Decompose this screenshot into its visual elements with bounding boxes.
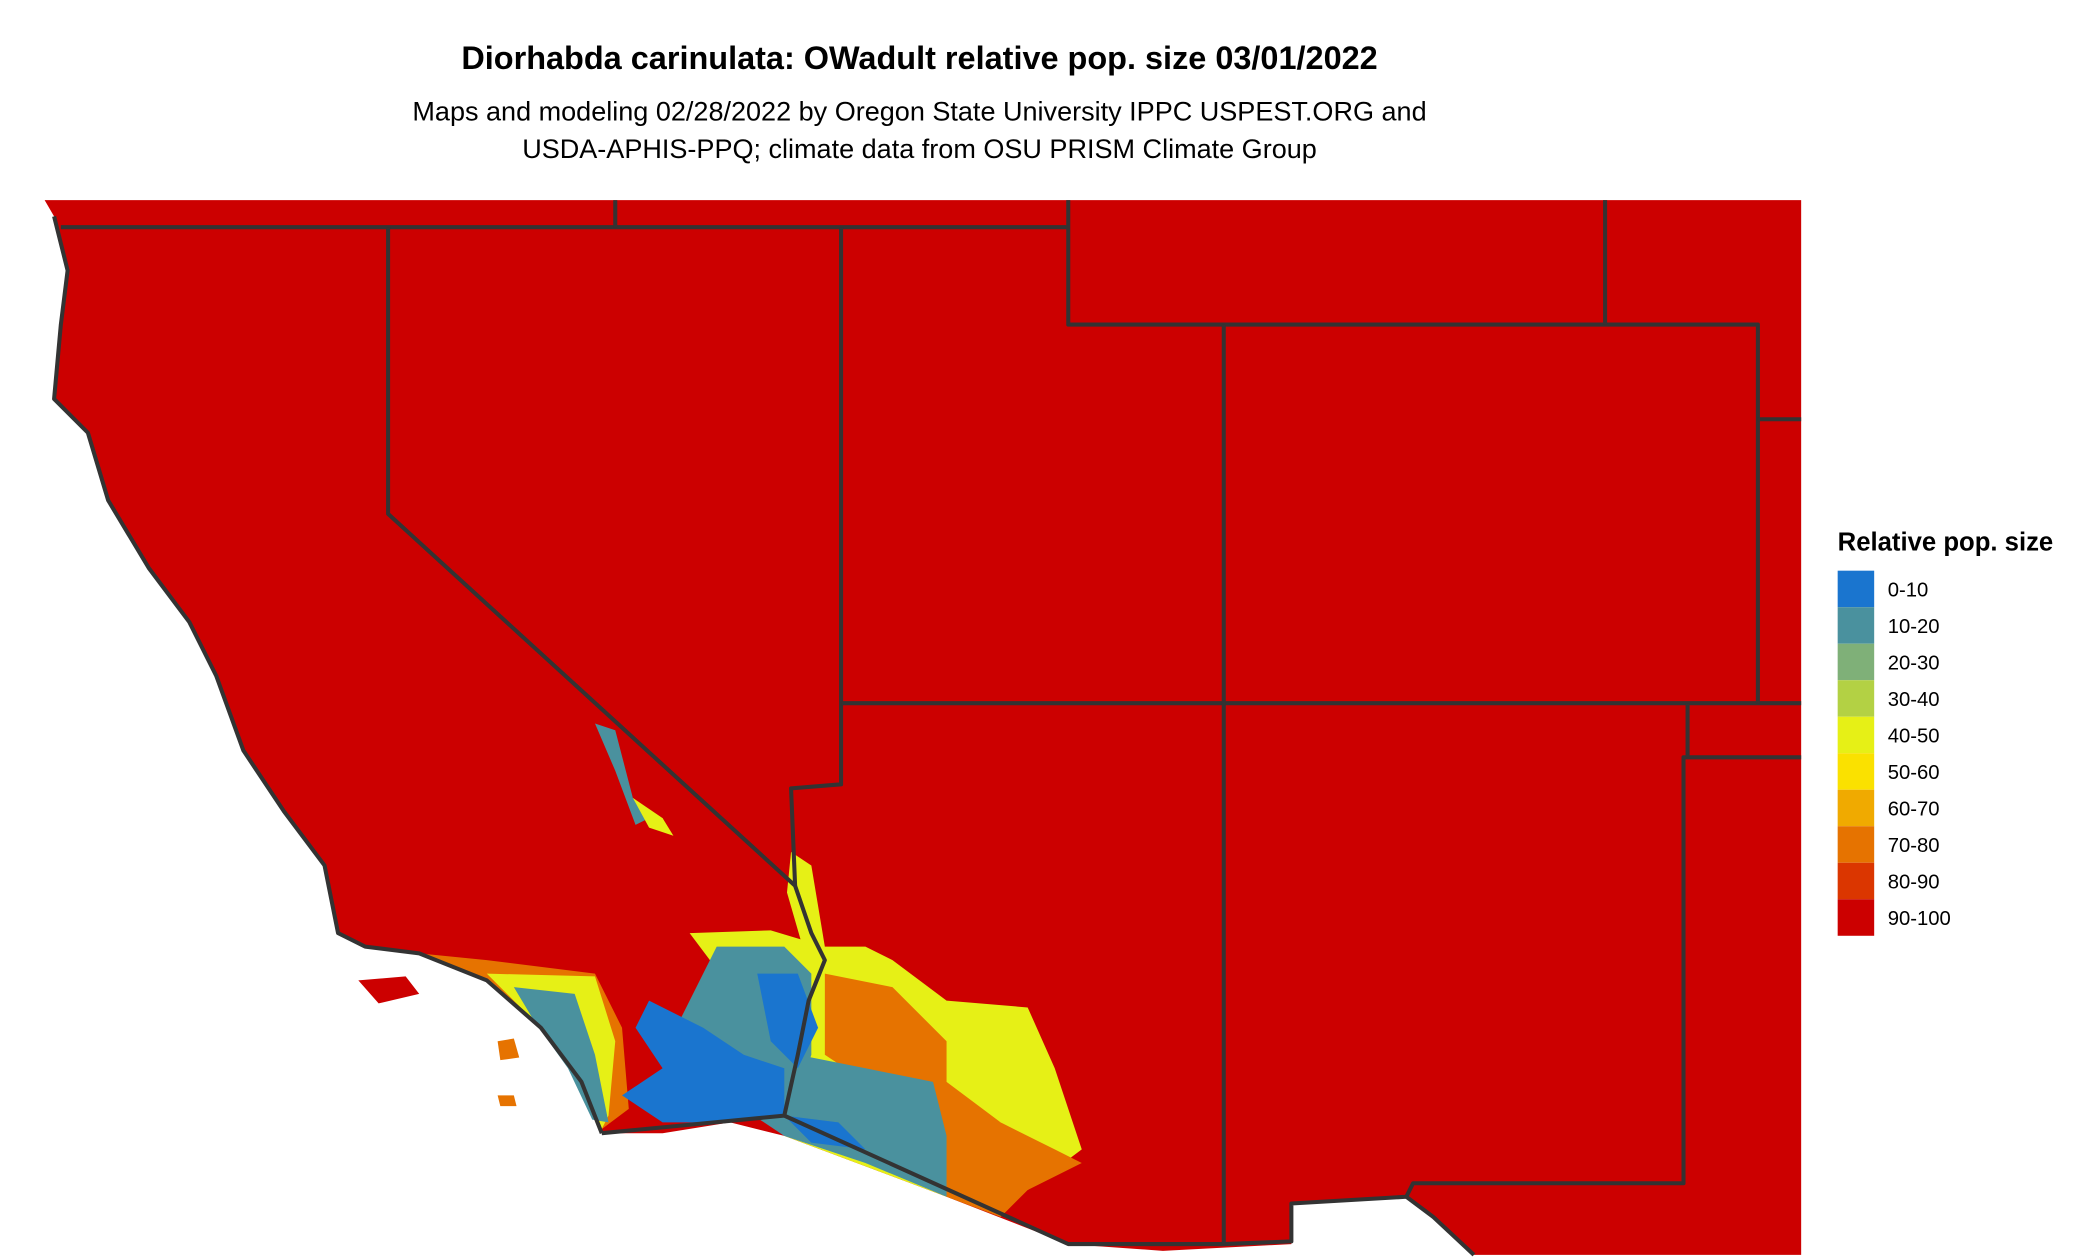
legend-label: 70-80 xyxy=(1888,835,1940,857)
legend-label: 80-90 xyxy=(1888,871,1940,893)
legend-label: 60-70 xyxy=(1888,798,1940,820)
legend-label: 90-100 xyxy=(1888,908,1951,930)
legend-swatch xyxy=(1837,899,1875,936)
island xyxy=(497,1095,517,1107)
legend-swatch xyxy=(1837,789,1875,827)
map-subtitle-line1: Maps and modeling 02/28/2022 by Oregon S… xyxy=(412,96,1426,126)
map-subtitle-line2: USDA-APHIS-PPQ; climate data from OSU PR… xyxy=(522,134,1317,164)
map-area xyxy=(44,200,1802,1257)
state-borders xyxy=(52,200,1802,1257)
legend-swatch xyxy=(1837,753,1875,790)
legend-label: 40-50 xyxy=(1888,725,1940,747)
legend: Relative pop. size 0-10 10-20 20-30 30-40 40… xyxy=(1837,528,2054,936)
legend-label: 0-10 xyxy=(1888,579,1929,601)
legend-title: Relative pop. size xyxy=(1838,528,2054,556)
legend-label: 30-40 xyxy=(1888,689,1940,711)
legend-swatch xyxy=(1837,680,1875,717)
legend-swatch xyxy=(1837,716,1875,754)
region-90-100 xyxy=(44,200,1802,1255)
legend-label: 50-60 xyxy=(1888,762,1940,784)
legend-label: 20-30 xyxy=(1888,652,1940,674)
map-title: Diorhabda carinulata: OWadult relative p… xyxy=(461,40,1377,76)
legend-swatch xyxy=(1837,643,1875,681)
legend-swatch xyxy=(1837,826,1875,863)
legend-swatch xyxy=(1837,862,1875,900)
legend-swatch xyxy=(1837,570,1875,608)
island xyxy=(497,1038,520,1061)
legend-swatch xyxy=(1837,607,1875,644)
island xyxy=(358,976,420,1004)
legend-label: 10-20 xyxy=(1888,616,1940,638)
